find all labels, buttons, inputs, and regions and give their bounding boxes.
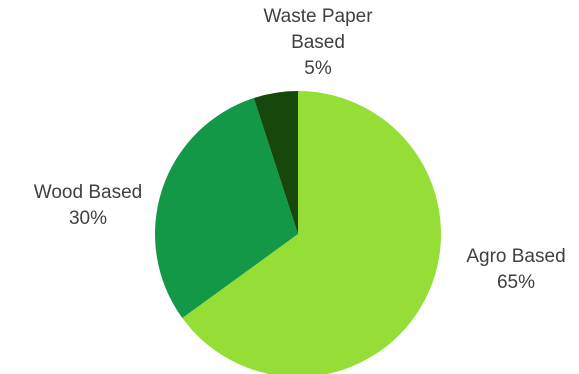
- slice-category-text: Based: [291, 32, 345, 53]
- slice-value-label: 65%: [497, 272, 535, 293]
- slice-label-wood-based: Wood Based 30%: [34, 182, 142, 229]
- slice-value-label: 30%: [69, 208, 107, 229]
- slice-label-waste-paper-based: Waste Paper Based 5%: [263, 6, 373, 79]
- slice-label-agro-based: Agro Based 65%: [466, 246, 565, 293]
- pie-slices: [155, 91, 441, 374]
- pie-slice-waste-paper-based: [253, 91, 298, 234]
- pie-labels: Agro Based 65% Wood Based 30% Waste Paper Bas…: [34, 6, 566, 293]
- slice-category-text: Agro Based: [466, 246, 565, 267]
- slice-category-text: Waste Paper: [263, 6, 373, 27]
- pie-slice-wood-based: [155, 98, 298, 319]
- slice-value-label: 5%: [304, 58, 332, 79]
- slice-category-text: Wood Based: [34, 182, 142, 203]
- pie-slice-agro-based: [182, 91, 441, 374]
